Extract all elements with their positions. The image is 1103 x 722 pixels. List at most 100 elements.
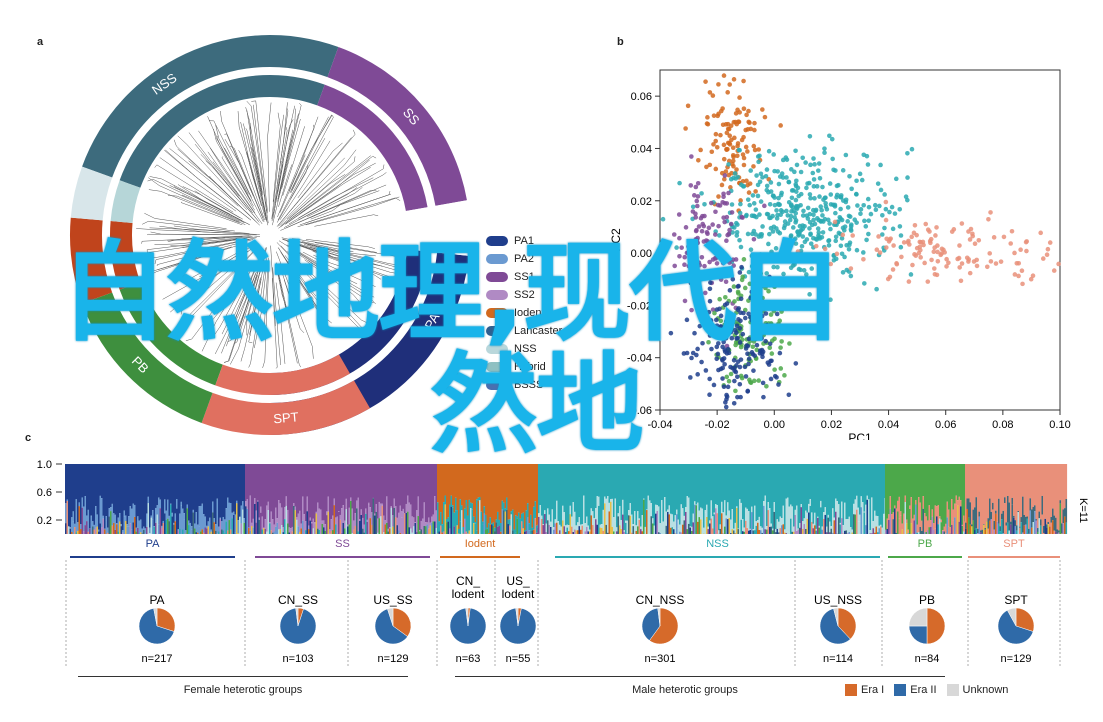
scatter-point bbox=[752, 334, 758, 340]
admixture-bar bbox=[961, 524, 964, 526]
admixture-bar bbox=[147, 503, 150, 534]
admixture-bar bbox=[135, 464, 138, 528]
admixture-bar bbox=[248, 464, 250, 528]
admixture-bar bbox=[504, 508, 507, 512]
admixture-bar bbox=[453, 526, 456, 534]
scatter-point bbox=[744, 178, 749, 184]
scatter-point bbox=[861, 250, 866, 255]
admixture-bar bbox=[311, 523, 313, 534]
tree-branch bbox=[150, 231, 162, 235]
scatter-point bbox=[751, 164, 756, 169]
tree-branch bbox=[169, 148, 213, 183]
scatter-point bbox=[697, 323, 703, 329]
scatter-point bbox=[814, 184, 820, 189]
scatter-point bbox=[815, 168, 821, 173]
admixture-bar bbox=[258, 464, 261, 518]
admixture-bar bbox=[1001, 519, 1003, 534]
admixture-bar bbox=[674, 515, 677, 534]
admixture-bar bbox=[93, 529, 96, 534]
scatter-point bbox=[805, 181, 810, 186]
scatter-point bbox=[737, 237, 742, 243]
scatter-point bbox=[685, 103, 691, 109]
admixture-bar bbox=[728, 517, 731, 534]
admixture-bar bbox=[99, 495, 102, 524]
admixture-bar bbox=[891, 514, 893, 518]
admixture-bar bbox=[1016, 530, 1018, 534]
admixture-bar bbox=[863, 511, 866, 513]
scatter-point bbox=[772, 284, 777, 290]
scatter-point bbox=[883, 199, 889, 205]
admixture-bar bbox=[830, 464, 833, 527]
admixture-bar bbox=[348, 524, 351, 534]
tree-branch bbox=[271, 132, 282, 220]
scatter-point bbox=[771, 264, 776, 270]
admixture-bar bbox=[305, 464, 307, 522]
scatter-point bbox=[831, 257, 837, 263]
admixture-bar bbox=[450, 506, 453, 534]
admixture-bar bbox=[827, 517, 830, 534]
admixture-bar bbox=[853, 464, 855, 504]
admixture-bar bbox=[565, 464, 567, 526]
admixture-bar bbox=[480, 464, 483, 512]
scatter-point bbox=[941, 247, 946, 253]
admixture-bar bbox=[131, 508, 133, 530]
admixture-bar bbox=[123, 464, 126, 511]
scatter-point bbox=[688, 183, 694, 188]
admixture-bar bbox=[673, 529, 675, 534]
tree-branch bbox=[368, 246, 375, 249]
admixture-bar bbox=[419, 531, 421, 534]
admixture-bar bbox=[661, 464, 663, 501]
scatter-point bbox=[773, 246, 779, 251]
tree-branch bbox=[241, 155, 265, 221]
admixture-bar bbox=[336, 532, 339, 534]
scatter-point bbox=[684, 350, 690, 356]
admixture-bar bbox=[632, 526, 635, 534]
admixture-bar bbox=[321, 520, 324, 524]
tree-branch bbox=[213, 120, 252, 198]
admixture-bar bbox=[455, 464, 457, 498]
admixture-bar bbox=[221, 521, 223, 530]
scatter-point bbox=[795, 185, 801, 191]
tree-branch bbox=[278, 177, 326, 227]
admixture-bar bbox=[215, 524, 217, 531]
admixture-bar bbox=[218, 464, 220, 527]
admixture-bar bbox=[305, 530, 307, 534]
admixture-bar bbox=[495, 519, 498, 523]
pie-n-label: n=114 bbox=[823, 653, 853, 665]
admixture-bar bbox=[743, 527, 746, 532]
admixture-bar bbox=[1026, 464, 1029, 517]
admixture-bar bbox=[685, 464, 687, 507]
scatter-point bbox=[789, 195, 795, 201]
scatter-point bbox=[857, 171, 863, 177]
admixture-bar bbox=[845, 519, 848, 531]
scatter-point bbox=[693, 211, 698, 217]
admixture-bar bbox=[757, 464, 759, 521]
tree-branch bbox=[354, 187, 363, 194]
admixture-bar bbox=[222, 464, 225, 517]
admixture-bar bbox=[165, 519, 168, 534]
admixture-bar bbox=[251, 522, 253, 526]
admixture-bar bbox=[674, 464, 677, 516]
admixture-bar bbox=[150, 464, 153, 516]
tree-branch bbox=[234, 300, 246, 324]
admixture-bar bbox=[740, 464, 743, 503]
admixture-bar bbox=[945, 464, 947, 524]
admixture-bar bbox=[234, 464, 237, 515]
admixture-bar bbox=[251, 464, 253, 523]
scatter-point bbox=[844, 242, 849, 248]
admixture-bar bbox=[746, 508, 749, 529]
admixture-bar bbox=[968, 517, 970, 534]
scatter-point bbox=[671, 232, 677, 237]
admixture-bar bbox=[566, 464, 569, 525]
admixture-bar bbox=[285, 464, 288, 497]
admixture-bar bbox=[291, 464, 294, 527]
admixture-bar bbox=[420, 529, 423, 534]
admixture-bar bbox=[381, 505, 384, 534]
admixture-bar bbox=[482, 521, 484, 525]
scatter-point bbox=[688, 280, 694, 286]
tree-branch bbox=[286, 165, 345, 220]
admixture-bar bbox=[763, 505, 765, 534]
admixture-bar bbox=[948, 464, 950, 510]
admixture-bar bbox=[194, 523, 196, 529]
admixture-bar bbox=[464, 518, 466, 534]
